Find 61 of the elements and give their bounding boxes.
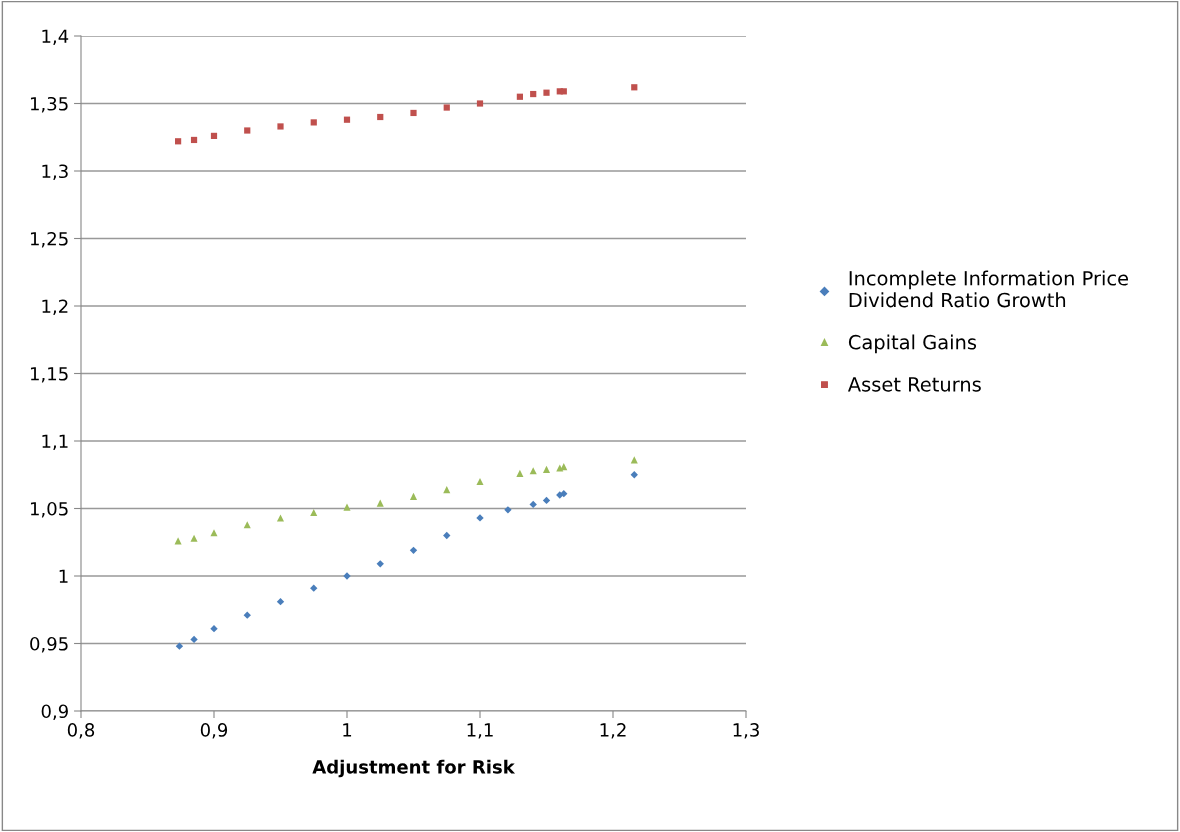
point xyxy=(443,104,450,111)
point xyxy=(175,642,184,650)
x-tick-label: 1,3 xyxy=(733,723,759,739)
point xyxy=(376,560,384,568)
point xyxy=(560,489,568,498)
x-tick-label: 1,1 xyxy=(467,723,493,739)
point xyxy=(560,88,567,95)
point xyxy=(276,514,285,522)
point xyxy=(310,584,318,592)
point xyxy=(190,136,198,144)
point xyxy=(543,89,550,96)
point xyxy=(190,534,198,542)
x-tick-label: 1 xyxy=(343,723,352,737)
legend-label: Capital Gains xyxy=(848,334,977,354)
point xyxy=(631,84,638,91)
y-tick-label: 1,05 xyxy=(30,501,68,518)
point xyxy=(343,116,351,123)
point xyxy=(516,469,524,477)
point xyxy=(343,503,351,511)
point xyxy=(190,635,198,644)
point xyxy=(243,611,251,619)
legend-label: Asset Returns xyxy=(847,377,981,392)
x-axis-title: Adjustment for Risk xyxy=(312,759,516,778)
point xyxy=(276,597,285,606)
point xyxy=(542,496,551,505)
y-tick-label: 0,95 xyxy=(30,636,68,653)
point xyxy=(409,546,418,555)
point xyxy=(277,123,284,130)
point xyxy=(377,113,384,121)
point xyxy=(530,90,537,98)
point xyxy=(376,499,384,507)
point xyxy=(529,500,537,509)
y-tick-label: 1,3 xyxy=(42,164,68,180)
point xyxy=(310,509,318,517)
y-tick-label: 1,1 xyxy=(42,434,68,450)
point xyxy=(476,100,484,107)
point xyxy=(244,127,251,134)
legend-label: Incomplete Information Price Dividend Ratio Growth xyxy=(849,270,1129,308)
y-tick-label: 1,35 xyxy=(30,96,68,113)
point xyxy=(310,119,317,126)
point xyxy=(210,529,218,537)
y-tick-label: 1,25 xyxy=(30,231,68,248)
x-tick-label: 1,2 xyxy=(600,723,626,739)
point xyxy=(443,531,451,540)
point xyxy=(516,93,524,100)
y-tick-label: 0,9 xyxy=(41,704,68,720)
point xyxy=(630,471,638,479)
x-tick-label: 0,8 xyxy=(67,723,95,739)
point xyxy=(210,132,218,140)
point xyxy=(174,138,182,145)
point xyxy=(210,624,218,633)
y-tick-label: 1,15 xyxy=(30,367,68,383)
point xyxy=(409,492,418,500)
point xyxy=(476,477,484,486)
y-tick-label: 1,4 xyxy=(42,29,69,45)
point xyxy=(410,109,417,117)
point xyxy=(542,465,551,473)
point xyxy=(556,464,564,472)
y-tick-label: 1,2 xyxy=(42,299,68,315)
x-tick-label: 0,9 xyxy=(200,723,228,739)
y-tick-label: 1 xyxy=(59,569,68,583)
